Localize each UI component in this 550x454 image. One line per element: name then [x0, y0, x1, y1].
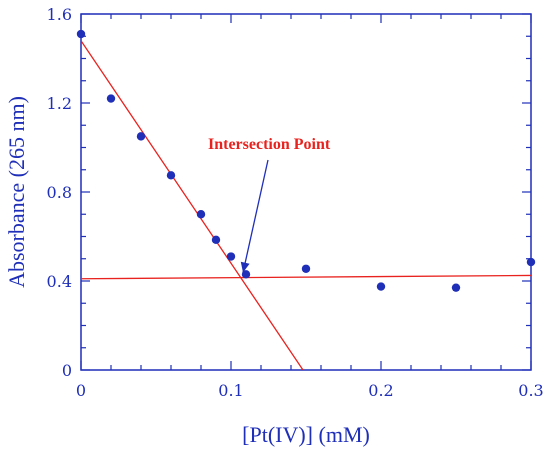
data-points — [76, 29, 536, 292]
data-point — [166, 171, 176, 180]
data-point — [301, 264, 311, 273]
x-tick-label: 0.2 — [368, 381, 393, 400]
x-tick-label: 0.3 — [518, 381, 543, 400]
annotation: Intersection Point — [208, 136, 331, 273]
y-tick-label: 1.6 — [47, 5, 72, 24]
data-point — [196, 210, 206, 219]
fit-lines — [81, 40, 531, 370]
data-point — [136, 132, 146, 141]
fit-line-2 — [81, 274, 531, 280]
data-point — [451, 283, 461, 292]
annotation-arrow — [242, 159, 269, 273]
x-axis-ticks: 0 0.1 0.2 0.3 — [76, 14, 544, 400]
y-tick-label: 0.8 — [47, 183, 72, 202]
y-tick-label: 1.2 — [47, 94, 72, 113]
y-axis-title: Absorbance (265 nm) — [4, 96, 29, 288]
y-tick-label: 0 — [62, 361, 72, 380]
annotation-label: Intersection Point — [208, 136, 331, 153]
fit-line-1 — [81, 40, 304, 370]
data-point — [241, 270, 251, 279]
data-point — [211, 235, 221, 245]
plot-border — [80, 13, 532, 371]
x-tick-label: 0.1 — [218, 381, 243, 400]
x-tick-label: 0 — [76, 381, 86, 400]
annotation-arrowhead — [240, 261, 250, 273]
data-point — [76, 29, 86, 39]
y-axis-ticks: 0 0.4 0.8 1.2 1.6 — [47, 5, 531, 380]
data-point — [526, 257, 536, 267]
plot-frame — [80, 13, 532, 371]
data-point — [226, 252, 236, 261]
y-tick-label: 0.4 — [47, 272, 72, 291]
x-axis-title: [Pt(IV)] (mM) — [242, 422, 370, 447]
data-point — [106, 94, 116, 103]
data-point — [376, 282, 386, 291]
